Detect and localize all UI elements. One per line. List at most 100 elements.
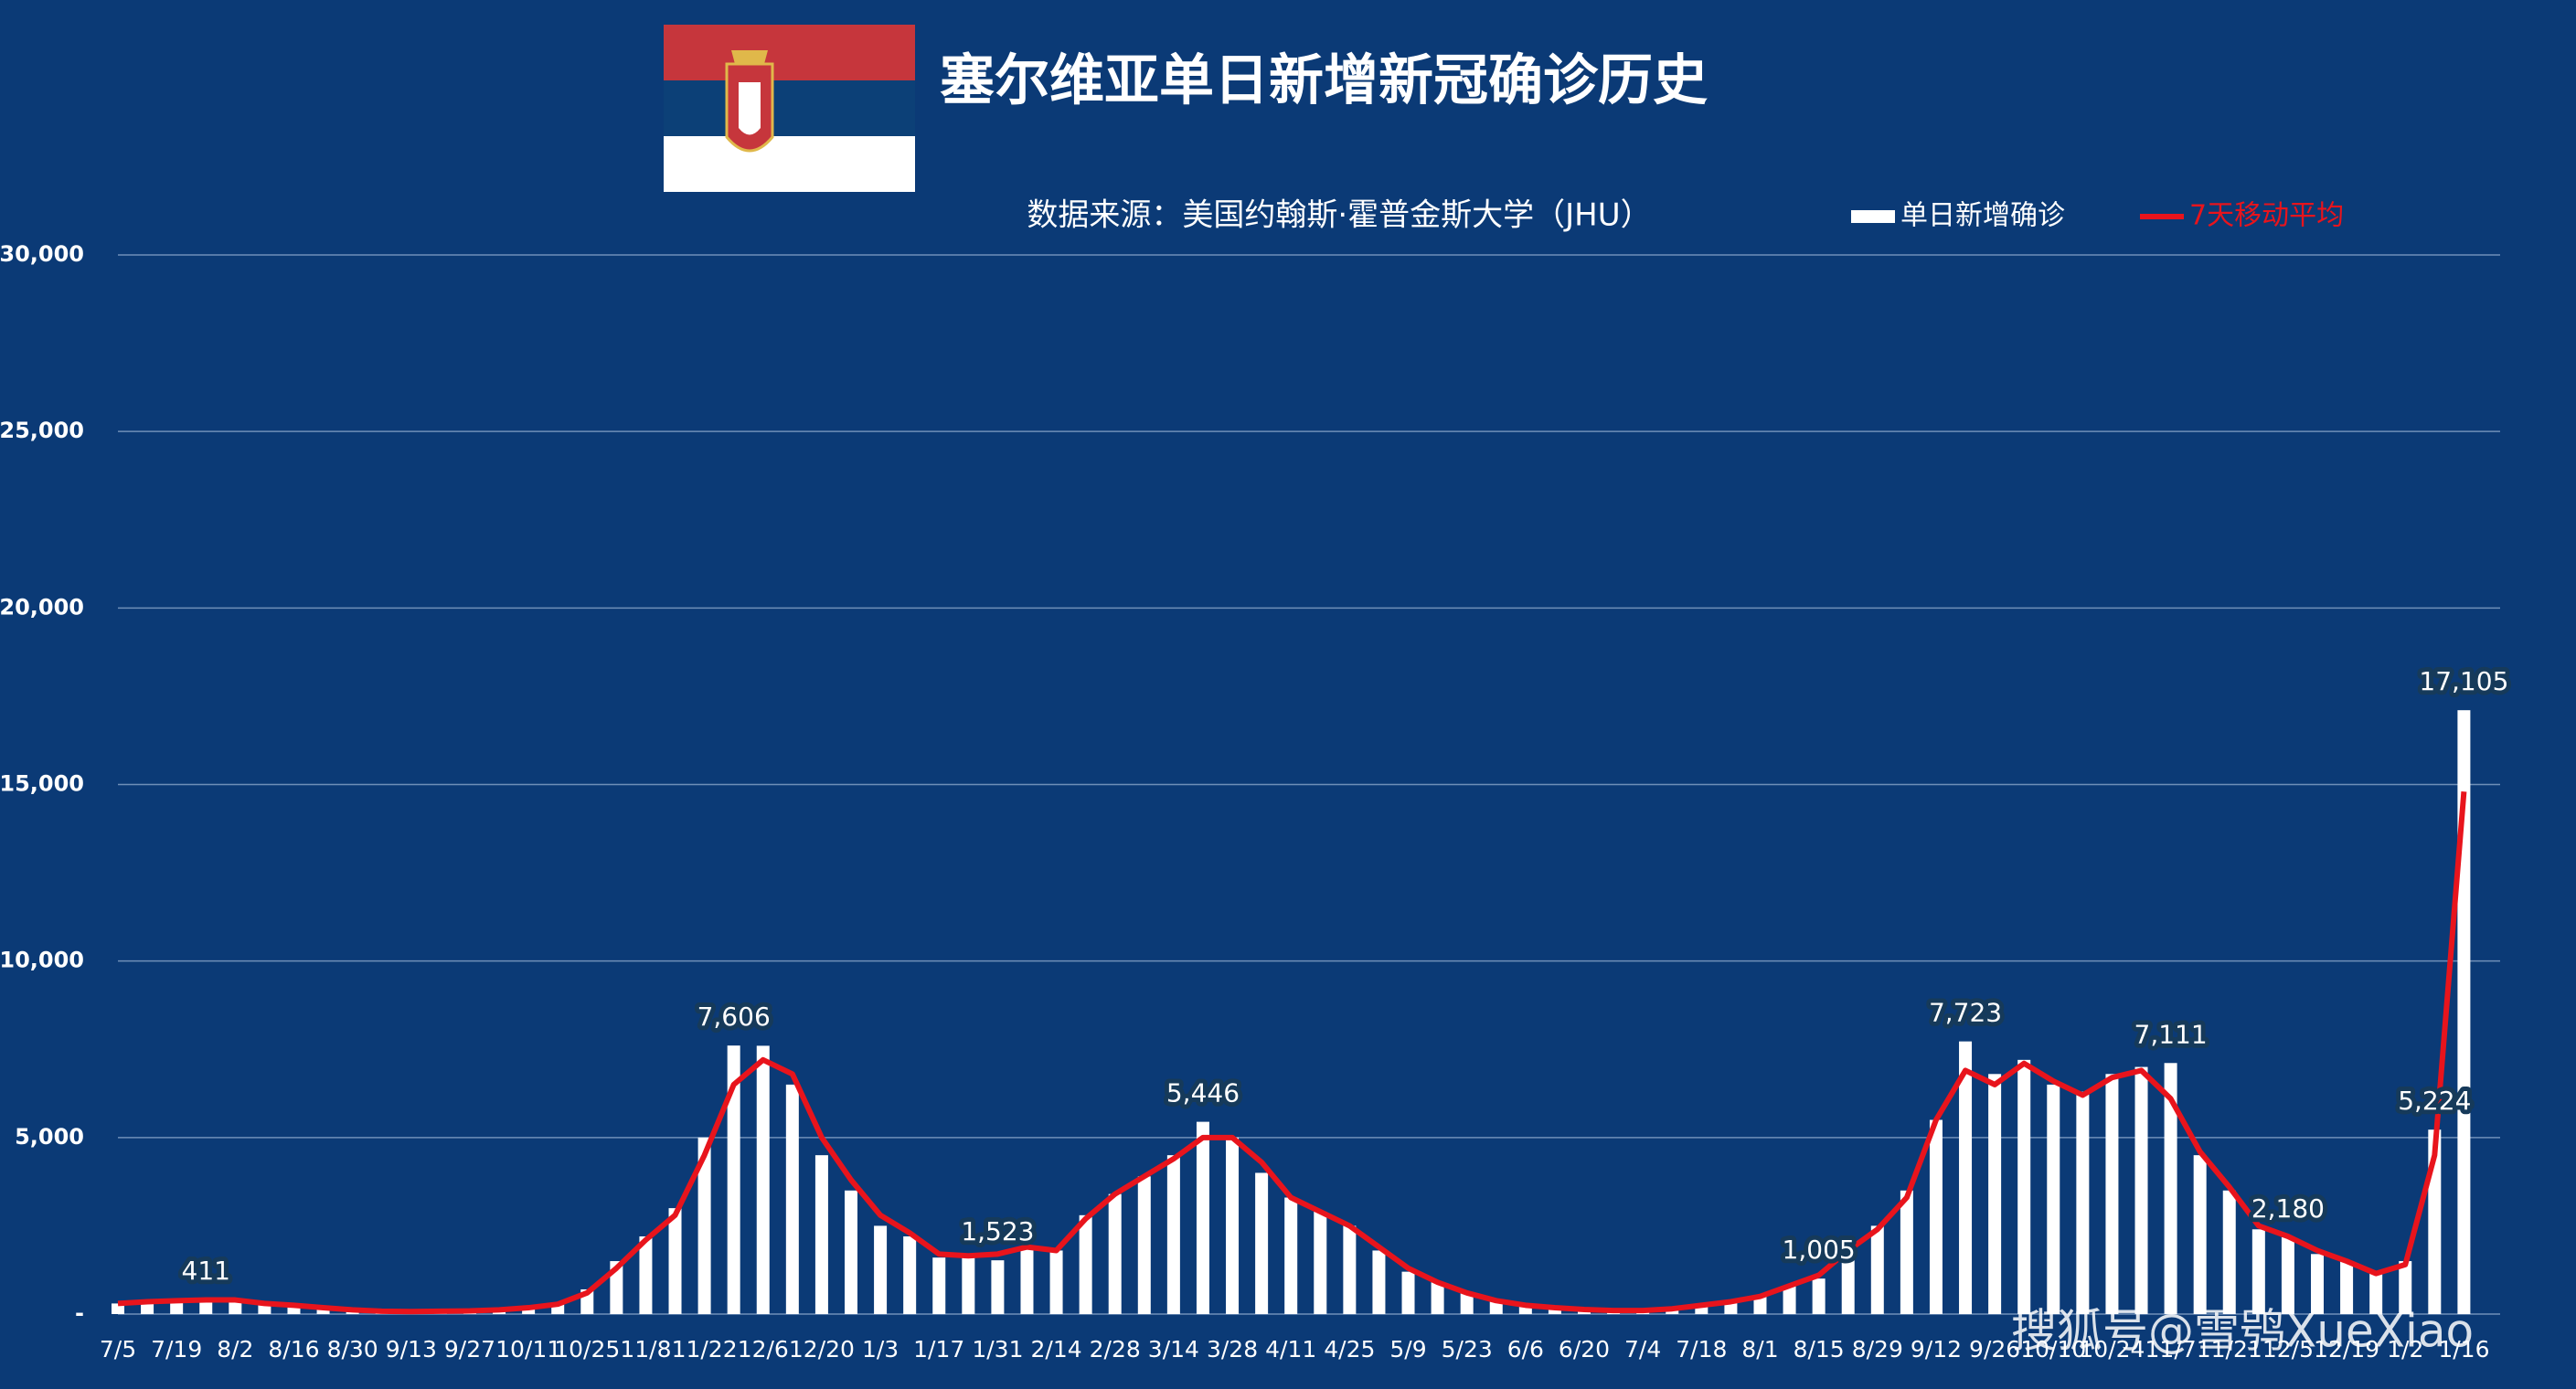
x-tick-label: 8/1 <box>1741 1336 1778 1362</box>
bar <box>1401 1271 1415 1314</box>
bar <box>1079 1214 1092 1314</box>
x-tick-label: 7/5 <box>100 1336 136 1362</box>
y-tick-label: 10,000 <box>0 948 84 973</box>
data-label: 7,111 <box>2134 1019 2208 1049</box>
bar <box>962 1257 975 1314</box>
bar <box>2076 1091 2090 1314</box>
x-tick-label: 7/19 <box>151 1336 202 1362</box>
x-tick-label: 5/9 <box>1389 1336 1426 1362</box>
bar <box>1929 1119 1943 1314</box>
x-tick-label: 2/28 <box>1090 1336 1141 1362</box>
bar <box>1108 1193 1122 1314</box>
bar <box>814 1155 828 1314</box>
x-tick-label: 2/14 <box>1030 1336 1081 1362</box>
bar <box>1548 1308 1561 1314</box>
bar <box>1049 1250 1063 1314</box>
y-tick-label: 5,000 <box>15 1124 84 1150</box>
data-label: 5,224 <box>2398 1086 2471 1116</box>
shield <box>739 82 761 135</box>
bar <box>2311 1254 2324 1314</box>
x-tick-label: 10/10 <box>2020 1336 2086 1362</box>
y-tick-label: - <box>75 1300 84 1326</box>
bar <box>1343 1225 1357 1314</box>
bar <box>258 1303 271 1314</box>
x-tick-label: 9/27 <box>444 1336 495 1362</box>
bar <box>727 1045 740 1314</box>
bar <box>141 1301 154 1314</box>
bar <box>522 1307 536 1314</box>
bar <box>639 1236 653 1314</box>
legend-swatch <box>1851 210 1895 223</box>
bar <box>2193 1155 2207 1314</box>
x-tick-label: 1/2 <box>2387 1336 2423 1362</box>
bar <box>2340 1261 2354 1314</box>
bar <box>2222 1190 2236 1314</box>
bar <box>1959 1041 1973 1314</box>
x-tick-label: 3/28 <box>1207 1336 1258 1362</box>
x-tick-label: 4/25 <box>1324 1336 1375 1362</box>
bar <box>845 1190 857 1314</box>
bar <box>1431 1282 1444 1314</box>
x-tick-label: 1/3 <box>862 1336 899 1362</box>
x-tick-label: 1/17 <box>913 1336 964 1362</box>
x-tick-label: 6/20 <box>1559 1336 1610 1362</box>
moving-average-line <box>117 790 2467 1315</box>
y-tick-label: 20,000 <box>0 594 84 620</box>
bar <box>2399 1261 2412 1314</box>
data-label: 5,446 <box>1166 1078 1240 1108</box>
x-tick-label: 11/7 <box>2145 1336 2197 1362</box>
y-tick-label: 30,000 <box>0 241 84 267</box>
data-label: 1,005 <box>1783 1235 1856 1265</box>
x-tick-label: 10/11 <box>495 1336 561 1362</box>
flag <box>664 25 915 192</box>
bar <box>2369 1271 2383 1314</box>
legend-label: 7天移动平均 <box>2189 200 2344 232</box>
bar <box>1166 1155 1180 1314</box>
x-tick-label: 1/16 <box>2438 1336 2489 1362</box>
y-tick-label: 25,000 <box>0 418 84 443</box>
bar <box>874 1225 888 1314</box>
bar <box>199 1299 213 1314</box>
watermark: 搜狐号@雪鸮XueXiao <box>2011 1305 2474 1358</box>
x-tick-label: 4/11 <box>1265 1336 1316 1362</box>
bar <box>2047 1084 2060 1314</box>
x-tick-label: 11/8 <box>620 1336 671 1362</box>
bar <box>316 1308 330 1314</box>
y-tick-label: 15,000 <box>0 771 84 797</box>
bar <box>287 1305 301 1314</box>
bar <box>112 1303 124 1314</box>
bar <box>1489 1301 1503 1314</box>
data-label: 411 <box>182 1256 230 1286</box>
x-tick-label: 12/19 <box>2314 1336 2379 1362</box>
bar <box>2105 1074 2119 1314</box>
x-tick-label: 12/20 <box>789 1336 855 1362</box>
bar <box>1314 1211 1327 1314</box>
bar <box>1518 1305 1532 1314</box>
x-tick-label: 12/6 <box>738 1336 789 1362</box>
bar <box>1812 1278 1826 1314</box>
flag-white <box>664 136 915 192</box>
bar <box>932 1257 946 1314</box>
bar <box>1753 1296 1767 1314</box>
flag-blue <box>664 80 915 136</box>
bar <box>991 1260 1005 1314</box>
x-tick-label: 12/5 <box>2262 1336 2314 1362</box>
bar <box>1196 1121 1209 1314</box>
bar <box>785 1084 799 1314</box>
data-label: 2,180 <box>2251 1193 2325 1224</box>
bar <box>2134 1066 2148 1314</box>
data-label: 7,723 <box>1929 998 2002 1028</box>
bar <box>1460 1292 1474 1314</box>
x-tick-label: 11/21 <box>2197 1336 2262 1362</box>
bar <box>229 1299 242 1314</box>
bar <box>1255 1172 1269 1314</box>
x-tick-label: 7/18 <box>1676 1336 1727 1362</box>
x-tick-label: 8/15 <box>1794 1336 1845 1362</box>
bar <box>551 1303 565 1314</box>
chart-subtitle: 数据来源：美国约翰斯·霍普金斯大学（JHU） <box>1027 197 1651 234</box>
x-tick-label: 8/2 <box>217 1336 253 1362</box>
bar <box>1783 1286 1796 1314</box>
x-tick-label: 11/22 <box>672 1336 738 1362</box>
